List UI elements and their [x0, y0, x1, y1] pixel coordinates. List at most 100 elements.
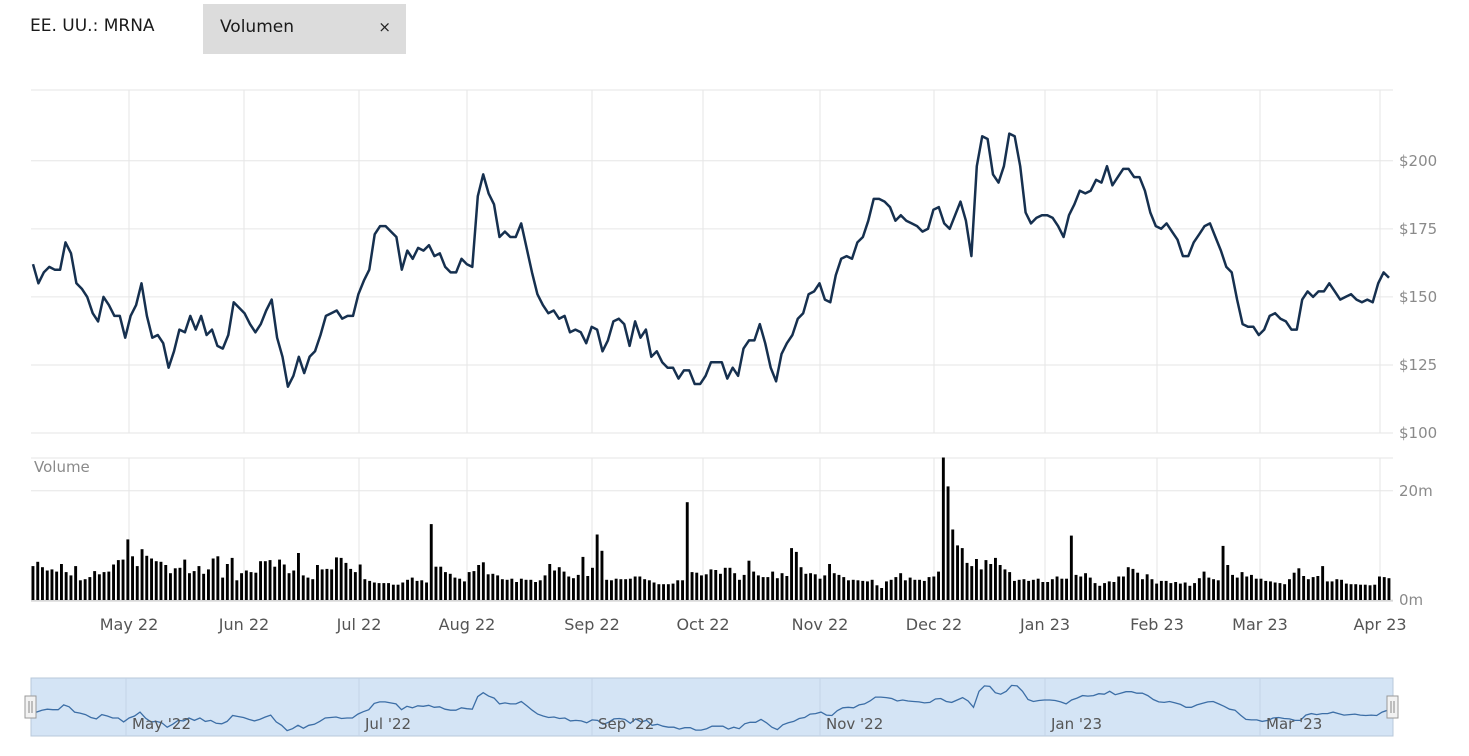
volume-bar — [686, 502, 689, 600]
volume-bar — [975, 559, 978, 600]
volume-bar — [871, 580, 874, 600]
volume-bar — [1212, 579, 1215, 600]
volume-bar — [506, 580, 509, 600]
volume-bar — [619, 579, 622, 600]
volume-bar — [937, 572, 940, 600]
volume-bar — [160, 562, 163, 600]
volume-bar — [269, 560, 272, 600]
volume-bar — [913, 580, 916, 600]
volume-bar — [691, 572, 694, 600]
volume-bar — [676, 580, 679, 600]
volume-bar — [32, 566, 35, 600]
volume-bar — [909, 578, 912, 600]
volume-bar — [226, 564, 229, 600]
volume-bar — [122, 560, 125, 600]
volume-bar — [634, 577, 637, 601]
volume-bar — [510, 579, 513, 600]
volume-bar — [795, 552, 798, 600]
volume-bar — [610, 580, 613, 600]
volume-bar — [790, 548, 793, 600]
volume-bar — [1245, 577, 1248, 601]
volume-bar — [169, 573, 172, 600]
volume-bar — [1089, 578, 1092, 600]
volume-bar — [65, 572, 68, 600]
volume-bar — [833, 573, 836, 600]
volume-bar — [1165, 581, 1168, 600]
volume-bar — [491, 574, 494, 600]
volume-bar — [1340, 580, 1343, 600]
volume-bar — [354, 572, 357, 600]
volume-bar — [198, 566, 201, 600]
volume-bar — [397, 585, 400, 600]
volume-bar — [103, 572, 106, 600]
volume-bar — [1316, 576, 1319, 600]
volume-bar — [250, 572, 253, 600]
volume-bar — [1160, 581, 1163, 600]
volume-bar — [800, 567, 803, 600]
volume-bar — [738, 580, 741, 600]
volume-bar — [1146, 574, 1149, 600]
volume-bar — [435, 567, 438, 600]
price-tick-label: $150 — [1399, 288, 1437, 306]
volume-bar — [145, 556, 148, 600]
volume-bar — [487, 574, 490, 600]
volume-bar — [861, 581, 864, 600]
x-tick-label: May 22 — [100, 615, 159, 634]
x-tick-label: Aug 22 — [439, 615, 496, 634]
volume-axis-labels: 0m20m — [1399, 482, 1433, 609]
volume-bar — [216, 556, 219, 600]
volume-bar — [752, 572, 755, 600]
volume-bar — [1293, 573, 1296, 600]
volume-bar — [1051, 579, 1054, 600]
volume-bar — [1127, 567, 1130, 600]
volume-bar — [1032, 580, 1035, 600]
volume-bar — [373, 583, 376, 601]
volume-bar — [179, 568, 182, 600]
volume-bar — [1018, 580, 1021, 600]
volume-bar — [496, 575, 499, 600]
volume-bar — [534, 582, 537, 600]
volume-bar — [525, 580, 528, 600]
volume-bar — [586, 576, 589, 600]
volume-bar — [1079, 577, 1082, 601]
volume-bar — [1350, 584, 1353, 600]
volume-bar — [1217, 580, 1220, 600]
volume-bar — [1269, 581, 1272, 600]
volume-bar — [387, 583, 390, 600]
volume-bar — [1027, 581, 1030, 600]
volume-bar — [695, 573, 698, 600]
volume-bar — [1151, 579, 1154, 600]
navigator-right-handle[interactable] — [1387, 696, 1398, 718]
volume-bar — [477, 565, 480, 600]
navigator-left-handle[interactable] — [25, 696, 36, 718]
volume-bar — [1117, 577, 1120, 601]
volume-bar — [1241, 572, 1244, 600]
volume-bar — [781, 573, 784, 600]
volume-bar — [1179, 584, 1182, 600]
volume-bar — [136, 566, 139, 600]
volume-bar — [349, 569, 352, 600]
volume-bar — [700, 575, 703, 600]
volume-bar — [989, 564, 992, 600]
navigator[interactable]: May '22 Jul '22 Sep '22 Nov '22 Jan '23 Mar '… — [25, 678, 1398, 736]
volume-bar — [1369, 585, 1372, 600]
volume-bar — [449, 574, 452, 600]
volume-bar — [345, 563, 348, 600]
volume-bar — [1307, 579, 1310, 600]
volume-bar — [1222, 546, 1225, 600]
volume-bar — [1108, 581, 1111, 600]
volume-bar — [563, 572, 566, 600]
x-tick-label: Feb 23 — [1130, 615, 1184, 634]
volume-bar — [539, 580, 542, 600]
volume-bar — [1169, 583, 1172, 600]
volume-bar — [681, 580, 684, 600]
volume-bar — [942, 458, 945, 601]
volume-bar — [624, 579, 627, 600]
volume-bar — [340, 558, 343, 600]
volume-bar — [714, 570, 717, 600]
volume-bar — [458, 579, 461, 600]
volume-bar — [999, 565, 1002, 600]
volume-bar — [1155, 584, 1158, 600]
volume-bar — [894, 577, 897, 600]
